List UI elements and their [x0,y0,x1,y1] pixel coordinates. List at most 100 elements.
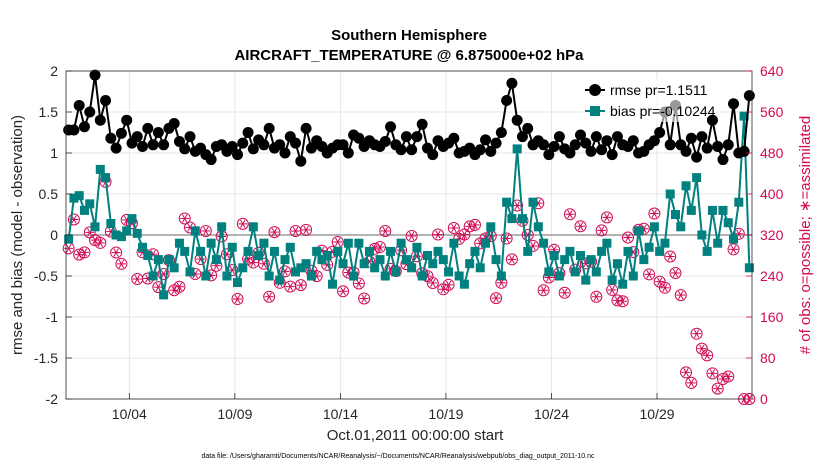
bias-point [607,275,617,285]
bias-point [101,173,111,183]
bias-point [649,222,659,232]
obs-possible-marker [563,208,576,221]
rmse-point [295,155,307,167]
obs-possible-marker [511,199,524,212]
obs-assimilated-marker [296,280,306,290]
bias-point [459,279,469,289]
rmse-point [416,118,428,130]
rmse-point [585,145,597,157]
bias-point [723,218,733,228]
obs-possible-marker [595,224,608,237]
rmse-point [147,139,159,151]
obs-assimilated-marker [512,201,522,210]
obs-possible-marker [278,265,291,278]
obs-assimilated-stroke [461,230,468,239]
legend-rmse-swatch-marker [589,84,601,96]
obs-assimilated-stroke [361,294,367,303]
obs-assimilated-marker [428,278,438,288]
obs-possible-marker [463,220,476,233]
y2-tick-label: 400 [760,186,784,202]
rmse-point [490,137,502,149]
obs-assimilated-marker [291,226,301,236]
rmse-point [395,144,407,156]
obs-possible-marker [537,284,550,297]
bias-point [306,271,316,281]
bias-point [296,263,306,273]
bias-point [148,271,158,281]
obs-assimilated-marker [132,274,142,284]
obs-assimilated-stroke [240,219,246,229]
obs-assimilated-stroke [408,231,415,241]
rmse-point [685,132,697,144]
obs-assimilated-marker [470,220,480,230]
bias-point [259,238,269,248]
footer-data-file: data file: /Users/gharamti/Documents/NCA… [201,453,595,460]
bias-point [660,238,670,248]
obs-possible-marker [294,279,307,292]
obs-possible-marker [157,267,170,280]
rmse-point [337,139,349,151]
y-tick-label: -0.5 [34,268,58,284]
obs-assimilated-marker [539,286,549,295]
obs-possible-marker [669,266,682,279]
obs-possible-marker [263,290,276,303]
obs-assimilated-marker [95,238,105,248]
rmse-point [353,132,365,144]
bias-point [618,279,628,289]
obs-assimilated-stroke [435,230,441,239]
obs-assimilated-stroke [303,225,309,235]
rmse-point [601,135,613,147]
bias-point [407,263,417,273]
rmse-point [406,144,418,156]
bias-point [190,226,200,236]
obs-assimilated-marker [153,282,163,292]
obs-possible-marker [685,376,698,389]
obs-assimilated-stroke [699,344,705,353]
bias-point [227,242,237,252]
obs-possible-marker [722,370,735,383]
bias-point [692,173,702,183]
obs-possible-marker [711,382,724,395]
obs-assimilated-marker [380,226,390,236]
bias-point [370,263,380,273]
rmse-point [474,144,486,156]
obs-assimilated-stroke [430,278,436,288]
bias-point [470,246,480,256]
rmse-point [400,131,412,143]
bias-point [528,197,538,207]
obs-assimilated-marker [649,209,659,218]
bias-point [734,197,744,207]
bias-point [581,275,591,285]
rmse-point [606,149,618,161]
obs-assimilated-stroke [97,238,103,248]
rmse-point [728,98,740,110]
obs-assimilated-marker [174,282,184,291]
bias-point [707,205,717,215]
obs-assimilated-stroke [65,244,72,253]
bias-point [523,246,533,256]
bias-point [201,271,211,281]
obs-possible-marker [664,250,677,263]
bias-point [539,238,549,248]
bias-point [217,222,227,232]
bias-point [639,255,649,265]
obs-assimilated-marker [301,225,311,235]
bias-point [143,251,153,260]
bias-point [196,246,206,256]
obs-assimilated-stroke [672,268,679,278]
obs-possible-marker [78,246,91,259]
obs-assimilated-marker [459,230,469,239]
obs-possible-marker [352,277,365,290]
y-tick-label: 1 [50,145,58,161]
y-tick-label: 1.5 [39,104,59,120]
rmse-point [68,124,80,136]
bias-point [491,255,501,265]
obs-assimilated-marker [444,280,454,289]
obs-assimilated-marker [233,294,242,304]
bias-point [322,251,332,260]
obs-assimilated-marker [576,222,585,231]
bias-point [122,226,132,236]
obs-assimilated-stroke [377,242,383,252]
obs-assimilated-marker [375,242,385,252]
obs-assimilated-marker [433,230,443,239]
